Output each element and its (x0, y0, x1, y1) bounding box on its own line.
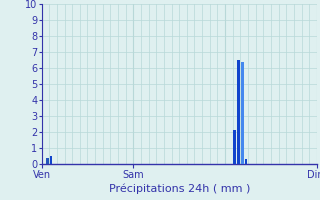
X-axis label: Précipitations 24h ( mm ): Précipitations 24h ( mm ) (108, 184, 250, 194)
Bar (237, 60, 240, 164)
Bar (245, 159, 247, 164)
Bar (241, 62, 244, 164)
Bar (50, 156, 52, 164)
Bar (233, 130, 236, 164)
Bar (46, 158, 49, 164)
